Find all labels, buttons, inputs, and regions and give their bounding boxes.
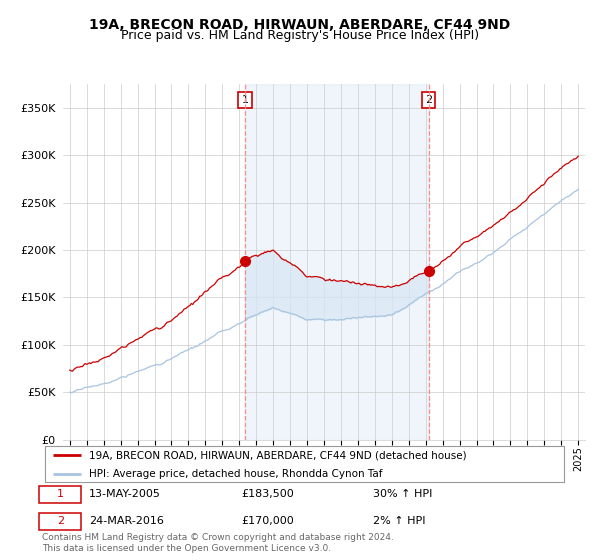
FancyBboxPatch shape [40,512,82,530]
Text: 19A, BRECON ROAD, HIRWAUN, ABERDARE, CF44 9ND: 19A, BRECON ROAD, HIRWAUN, ABERDARE, CF4… [89,18,511,32]
FancyBboxPatch shape [44,446,565,482]
FancyBboxPatch shape [40,486,82,503]
Text: 2% ↑ HPI: 2% ↑ HPI [373,516,425,526]
Text: Price paid vs. HM Land Registry's House Price Index (HPI): Price paid vs. HM Land Registry's House … [121,29,479,42]
Text: 2: 2 [425,95,432,105]
Text: 13-MAY-2005: 13-MAY-2005 [89,489,161,500]
Text: 2: 2 [57,516,64,526]
Text: 30% ↑ HPI: 30% ↑ HPI [373,489,432,500]
Text: 24-MAR-2016: 24-MAR-2016 [89,516,164,526]
Text: 19A, BRECON ROAD, HIRWAUN, ABERDARE, CF44 9ND (detached house): 19A, BRECON ROAD, HIRWAUN, ABERDARE, CF4… [89,450,467,460]
Bar [245,84,428,440]
Text: 1: 1 [241,95,248,105]
Text: £183,500: £183,500 [241,489,294,500]
Text: 1: 1 [57,489,64,500]
Text: £170,000: £170,000 [241,516,294,526]
Text: HPI: Average price, detached house, Rhondda Cynon Taf: HPI: Average price, detached house, Rhon… [89,469,383,479]
Text: Contains HM Land Registry data © Crown copyright and database right 2024.
This d: Contains HM Land Registry data © Crown c… [42,533,394,553]
